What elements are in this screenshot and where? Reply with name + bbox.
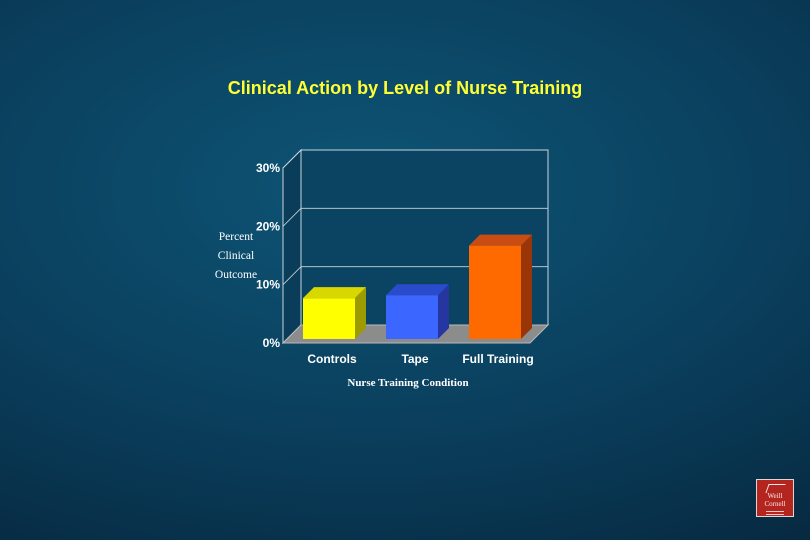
y-tick-label: 30% — [256, 161, 280, 175]
page-title: Clinical Action by Level of Nurse Traini… — [227, 78, 583, 98]
y-tick-label: 20% — [256, 219, 280, 233]
y-tick-label: 0% — [263, 336, 281, 350]
institution-logo-icon: Weill Cornell — [756, 479, 794, 517]
bar — [386, 295, 438, 339]
bar — [303, 298, 355, 339]
bars — [303, 234, 532, 339]
x-tick-label: Full Training — [462, 352, 533, 366]
bar-side — [355, 287, 366, 339]
x-axis-label: Nurse Training Condition — [347, 377, 468, 389]
bar — [469, 245, 521, 339]
gridline — [282, 149, 548, 169]
y-axis-label-line: Outcome — [215, 269, 257, 281]
y-axis-ticks: 0% 10% 20% 30% — [256, 161, 280, 350]
gridline — [282, 207, 548, 227]
y-axis-label-line: Clinical — [218, 250, 254, 262]
y-axis-label-line: Percent — [219, 231, 254, 243]
x-tick-label: Tape — [401, 352, 428, 366]
y-axis-label: Percent Clinical Outcome — [215, 231, 257, 281]
bar-top — [469, 234, 532, 246]
bar-side — [521, 234, 532, 339]
bar-side — [438, 284, 449, 339]
side-wall — [282, 148, 302, 345]
bar-top — [386, 284, 449, 296]
gridline — [282, 266, 548, 285]
gridlines — [282, 149, 548, 285]
x-tick-label: Controls — [307, 352, 357, 366]
bar-top — [303, 287, 366, 299]
y-tick-label: 10% — [256, 278, 280, 292]
x-axis-categories: Controls Tape Full Training — [307, 352, 533, 366]
